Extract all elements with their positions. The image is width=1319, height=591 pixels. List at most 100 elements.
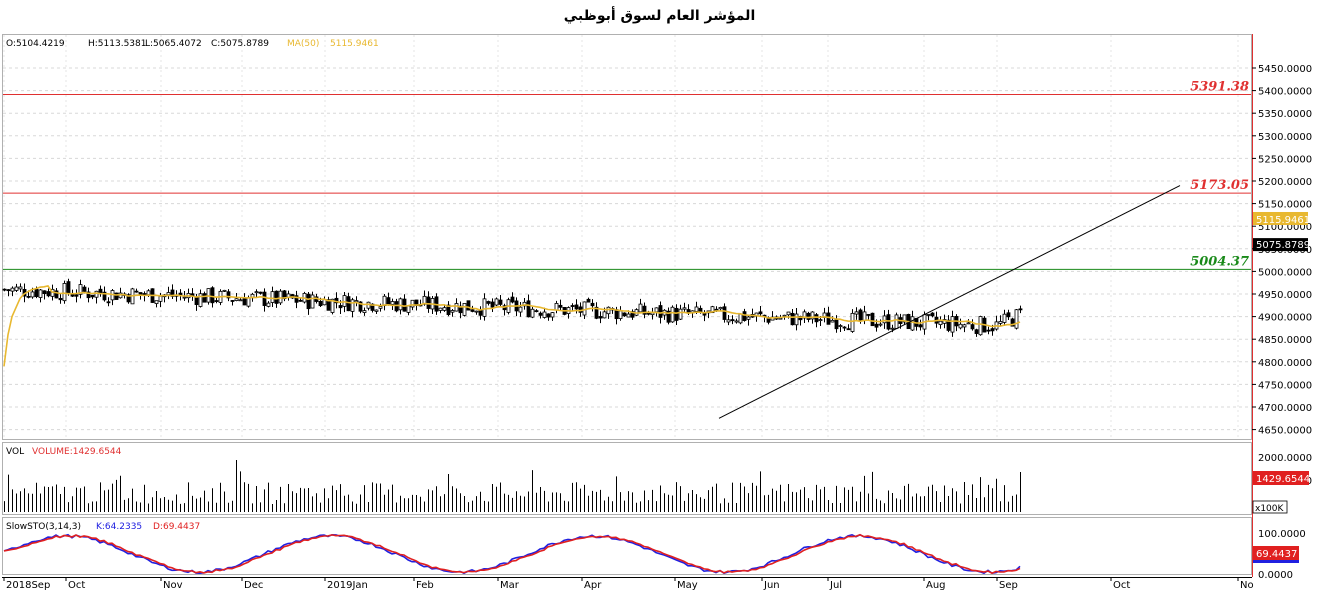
ma-value-box-text: 5115.9461: [1256, 215, 1310, 226]
candle-body: [550, 312, 555, 318]
candle-body: [570, 305, 575, 307]
candle-body: [998, 321, 1003, 324]
candle-body: [542, 311, 547, 318]
candle-body: [390, 301, 395, 305]
price-tick-label: 4900.0000: [1258, 313, 1312, 324]
price-tick-label: 4650.0000: [1258, 426, 1312, 437]
candle-body: [338, 305, 343, 309]
candle-body: [146, 290, 151, 296]
candle-body: [790, 312, 795, 326]
candle-body: [402, 298, 407, 312]
candle-body: [6, 289, 11, 292]
candle-body: [362, 310, 367, 313]
price-tick-label: 5350.0000: [1258, 109, 1312, 120]
candle-body: [450, 310, 455, 313]
candle-body: [226, 291, 231, 299]
candle-body: [978, 316, 983, 336]
x-tick-label: Feb: [416, 580, 434, 591]
x-tick-label: Dec: [244, 580, 263, 591]
candle-body: [82, 286, 87, 292]
candle-body: [510, 296, 515, 303]
candle-body: [58, 298, 63, 301]
candle-body: [538, 312, 543, 316]
candle-body: [54, 290, 59, 299]
volume-value-label: VOLUME:1429.6544: [32, 447, 122, 457]
candle-body: [18, 286, 23, 290]
price-tick-label: 5000.0000: [1258, 267, 1312, 278]
ohlc-low: L:5065.4072: [145, 39, 202, 49]
horizontal-levels: [3, 93, 1251, 270]
candle-body: [586, 298, 591, 303]
candle-body: [170, 289, 175, 297]
price-tick-label: 5300.0000: [1258, 132, 1312, 143]
candle-body: [1018, 308, 1023, 311]
candle-body: [878, 323, 883, 326]
x-tick-label: Nov: [163, 580, 183, 591]
candle-body: [194, 296, 199, 305]
candle-body: [342, 295, 347, 307]
candle-body: [394, 301, 399, 312]
candle-body: [654, 307, 659, 313]
candle-body: [858, 309, 863, 321]
candle-body: [318, 300, 323, 307]
stochastic-lines: [3, 533, 1021, 575]
candle-body: [738, 313, 743, 324]
candle-body: [326, 299, 331, 311]
candle-body: [530, 308, 535, 318]
ohlc-high: H:5113.5381: [88, 39, 146, 49]
level-label-5004: 5004.37: [1190, 254, 1249, 269]
candle-body: [630, 311, 635, 318]
candle-body: [278, 290, 283, 304]
candle-body: [210, 287, 215, 304]
candle-body: [794, 313, 799, 326]
x-tick-label: Mar: [500, 580, 520, 591]
candle-body: [518, 306, 523, 313]
candle-body: [310, 294, 315, 309]
candle-body: [490, 301, 495, 308]
candle-body: [626, 313, 631, 318]
candle-body: [802, 311, 807, 319]
candle-body: [378, 306, 383, 309]
candle-body: [734, 320, 739, 323]
candle-body: [426, 296, 431, 309]
ohlc-close: C:5075.8789: [211, 39, 269, 49]
candle-body: [78, 284, 83, 295]
x-tick-label: 2018Sep: [6, 580, 50, 591]
candle-body: [642, 305, 647, 315]
candle-body: [726, 319, 731, 323]
candle-body: [806, 312, 811, 320]
candle-body: [938, 320, 943, 326]
candle-body: [970, 324, 975, 330]
volume-bars: [4, 460, 1021, 512]
candle-body: [962, 324, 967, 328]
candle-body: [306, 293, 311, 310]
candle-body: [254, 291, 259, 294]
candle-body: [910, 316, 915, 331]
x-tick-label: Jul: [829, 580, 842, 591]
candle-body: [590, 302, 595, 307]
candle-body: [678, 308, 683, 320]
candle-body: [478, 310, 483, 316]
candle-body: [694, 306, 699, 312]
candle-body: [846, 328, 851, 331]
candle-body: [722, 306, 727, 320]
candle-body: [1006, 312, 1011, 318]
candle-body: [86, 291, 91, 299]
candle-body: [466, 300, 471, 311]
x-tick-label: Oct: [1113, 580, 1130, 591]
candle-body: [602, 311, 607, 319]
candle-body: [494, 298, 499, 306]
candle-body: [834, 319, 839, 330]
candle-body: [918, 324, 923, 328]
candle-body: [90, 294, 95, 298]
candle-body: [238, 299, 243, 302]
volume-unit-box: [1252, 500, 1288, 514]
candle-body: [950, 316, 955, 333]
x-axis: 2018Sep Oct Nov Dec 2019Jan Feb Mar Apr May Jun Ju…: [2, 577, 1254, 591]
candle-body: [482, 298, 487, 317]
candle-body: [718, 307, 723, 310]
chart-title: المؤشر العام لسوق أبوظبي: [563, 8, 756, 24]
candle-body: [650, 312, 655, 316]
candle-body: [274, 290, 279, 304]
candle-body: [258, 291, 263, 294]
